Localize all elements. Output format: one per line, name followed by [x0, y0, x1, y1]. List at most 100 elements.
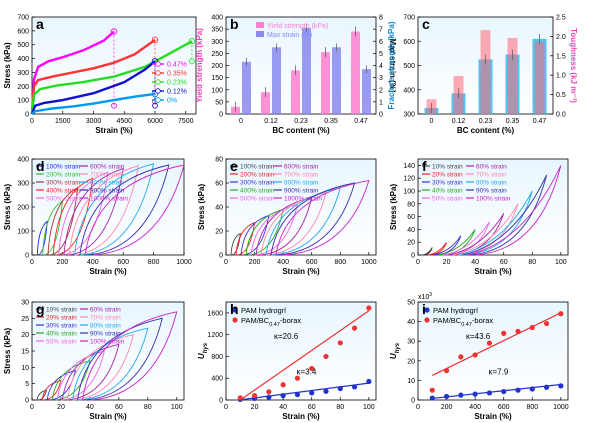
legend-marker	[232, 317, 238, 323]
panel-a: 0 1500 3000 4500 6000 7500 0 100 200 300 400 500 600…	[3, 15, 197, 135]
fracture-point	[152, 102, 158, 109]
legend-label: 60% strain	[90, 307, 121, 314]
hysteresis-loop	[230, 232, 241, 256]
legend-label: 900% strain	[90, 188, 125, 195]
legend-label: 70% strain	[90, 315, 121, 322]
hysteresis-loop	[79, 164, 170, 256]
series-line	[30, 30, 115, 115]
panel-letter: h	[230, 301, 239, 317]
y-tick-label: 20	[407, 358, 415, 365]
x-tick-label: 0	[416, 259, 420, 266]
y-tick-label: 350	[211, 27, 223, 34]
x-axis-label: BC content (%)	[272, 126, 330, 135]
legend-label: 200% strain	[46, 172, 81, 179]
x-tick-label: 800	[148, 259, 160, 266]
y-tick-label: 0	[25, 398, 29, 405]
x-tick-label: 200	[441, 404, 453, 411]
bar-maxstrain	[242, 61, 251, 114]
legend-label: PAM hydrogrl	[241, 306, 286, 315]
end-marker	[188, 38, 196, 45]
hysteresis-loop	[41, 379, 62, 401]
data-point	[458, 354, 464, 360]
x-tick-label: 40	[471, 259, 479, 266]
data-point	[429, 387, 435, 393]
fit-line	[240, 382, 369, 401]
legend-label: 200% strain	[240, 172, 275, 179]
data-point	[337, 340, 343, 346]
y-right-tick-label: 2.5	[556, 15, 566, 22]
hysteresis-loop	[462, 174, 548, 256]
x-tick-label: 80	[144, 404, 152, 411]
data-point	[351, 325, 358, 331]
legend-label: 1000% strain	[284, 196, 322, 203]
x-tick-label: 0	[224, 259, 228, 266]
x-tick-label: 4500	[116, 118, 132, 125]
y-right-tick-label: 6	[379, 39, 383, 46]
series-line	[30, 40, 193, 115]
y-tick-label: 15	[21, 349, 29, 356]
data-point	[237, 395, 243, 401]
hysteresis-loop	[82, 311, 178, 401]
fracture-point	[111, 102, 117, 109]
bar-toughness	[480, 30, 491, 114]
legend-label: 1000% strain	[90, 196, 128, 203]
y-axis-label: Stress (kPa)	[3, 328, 12, 375]
data-point	[337, 385, 343, 392]
x-tick-label: 600	[117, 259, 129, 266]
data-point	[472, 352, 478, 358]
data-point	[458, 392, 464, 398]
data-point	[529, 324, 535, 331]
x-tick-label: 0.47	[354, 118, 368, 125]
y-right-tick-label: 2.0	[556, 34, 566, 41]
x-axis-label: Strain (%)	[282, 267, 320, 276]
bar-yield	[321, 52, 330, 114]
legend-label: 100% strain	[240, 164, 275, 171]
y-tick-label: 300	[211, 39, 223, 46]
x-tick-label: 60	[500, 259, 508, 266]
end-marker	[151, 36, 159, 44]
y-tick-label: 400	[403, 87, 415, 94]
y-tick-label: 700	[403, 15, 415, 22]
bar-yield	[261, 92, 270, 114]
y-tick-label: 10	[407, 378, 415, 385]
y-tick-label: 200	[17, 205, 29, 212]
bar-maxstrain	[332, 47, 341, 114]
y-tick-label: 600	[17, 28, 29, 35]
hysteresis-loop	[72, 327, 149, 401]
bar-yield	[291, 70, 300, 114]
y-right-tick-label: 0.0	[556, 112, 566, 119]
legend-label: 300% strain	[46, 180, 81, 187]
legend-label: 900% strain	[284, 188, 319, 195]
y-tick-label: 0	[219, 112, 223, 119]
y-right-tick-label: 1	[379, 99, 383, 106]
x-tick-label: 80	[336, 404, 344, 411]
y-right-tick-label: 0.5	[556, 92, 566, 99]
y-right-tick-label: 3	[379, 75, 383, 82]
y-tick-label: 400	[17, 157, 29, 164]
panel-b: 0 50 100 150 200 250 300 350 400 0 1 2 3 4 5 6 7 8 0 0.12 0.…	[195, 15, 397, 136]
plot-frame	[417, 158, 569, 256]
legend-label: 100% strain	[90, 339, 125, 346]
y-tick-label: 400	[211, 15, 223, 22]
legend-marker	[424, 317, 430, 323]
x-axis-label: Strain (%)	[95, 126, 133, 135]
legend-label: 0.47%	[167, 62, 187, 69]
y-tick-label: 400	[17, 56, 29, 63]
legend-marker	[232, 307, 238, 313]
panel-f: 0 20 40 60 80 100 0 20 40 60 80 100 120 140 Strain (%)…	[389, 158, 569, 276]
hysteresis-loop	[68, 165, 139, 256]
data-point	[280, 382, 286, 388]
y-tick-label: 0	[411, 398, 415, 405]
x-tick-label: 100	[363, 404, 375, 411]
legend-label: 40% strain	[432, 188, 463, 195]
y-tick-label: 500	[403, 63, 415, 70]
legend-label: 800% strain	[90, 180, 125, 187]
x-tick-label: 0.35	[506, 118, 520, 125]
y-axis-label: Uhys	[197, 342, 209, 359]
hysteresis-loop	[74, 163, 155, 256]
y-tick-label: 800	[211, 354, 223, 361]
data-point	[323, 388, 329, 394]
hysteresis-loop	[275, 180, 370, 256]
y-tick-label: 300	[17, 70, 29, 77]
data-point	[501, 330, 507, 336]
